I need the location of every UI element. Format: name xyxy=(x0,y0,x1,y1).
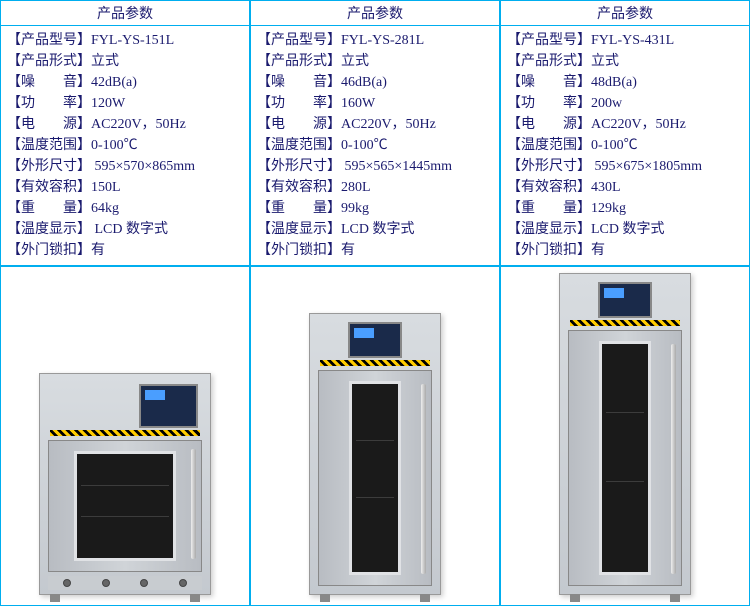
spec-form: 【产品形式】立式 xyxy=(507,51,743,72)
spec-lock: 【外门锁扣】有 xyxy=(257,240,493,261)
spec-display: 【温度显示】 LCD 数字式 xyxy=(7,219,243,240)
spec-power: 【功 率】200w xyxy=(507,93,743,114)
spec-form: 【产品形式】立式 xyxy=(7,51,243,72)
spec-noise: 【噪 音】46dB(a) xyxy=(257,72,493,93)
spec-volume: 【有效容积】430L xyxy=(507,177,743,198)
spec-dims: 【外形尺寸】 595×675×1805mm xyxy=(507,156,743,177)
spec-model: 【产品型号】FYL-YS-431L xyxy=(507,30,743,51)
spec-volume: 【有效容积】150L xyxy=(7,177,243,198)
spec-temp: 【温度范围】0-100℃ xyxy=(257,135,493,156)
image-row xyxy=(0,266,750,606)
spec-model: 【产品型号】FYL-YS-151L xyxy=(7,30,243,51)
spec-list: 【产品型号】FYL-YS-431L 【产品形式】立式 【噪 音】48dB(a) … xyxy=(501,26,749,265)
spec-power: 【功 率】160W xyxy=(257,93,493,114)
cabinet-icon xyxy=(309,313,441,595)
product-column-3: 产品参数 【产品型号】FYL-YS-431L 【产品形式】立式 【噪 音】48d… xyxy=(500,0,750,266)
product-column-1: 产品参数 【产品型号】FYL-YS-151L 【产品形式】立式 【噪 音】42d… xyxy=(0,0,250,266)
spec-display: 【温度显示】LCD 数字式 xyxy=(257,219,493,240)
column-header: 产品参数 xyxy=(251,1,499,26)
spec-volume: 【有效容积】280L xyxy=(257,177,493,198)
spec-supply: 【电 源】AC220V，50Hz xyxy=(257,114,493,135)
spec-power: 【功 率】120W xyxy=(7,93,243,114)
product-image-cell-2 xyxy=(250,266,500,606)
spec-supply: 【电 源】AC220V，50Hz xyxy=(7,114,243,135)
cabinet-icon xyxy=(559,273,691,595)
column-header: 产品参数 xyxy=(501,1,749,26)
spec-display: 【温度显示】LCD 数字式 xyxy=(507,219,743,240)
spec-weight: 【重 量】129kg xyxy=(507,198,743,219)
cabinet-icon xyxy=(39,373,211,595)
spec-dims: 【外形尺寸】 595×565×1445mm xyxy=(257,156,493,177)
spec-list: 【产品型号】FYL-YS-151L 【产品形式】立式 【噪 音】42dB(a) … xyxy=(1,26,249,265)
product-column-2: 产品参数 【产品型号】FYL-YS-281L 【产品形式】立式 【噪 音】46d… xyxy=(250,0,500,266)
product-image-cell-3 xyxy=(500,266,750,606)
spec-lock: 【外门锁扣】有 xyxy=(7,240,243,261)
spec-noise: 【噪 音】42dB(a) xyxy=(7,72,243,93)
spec-list: 【产品型号】FYL-YS-281L 【产品形式】立式 【噪 音】46dB(a) … xyxy=(251,26,499,265)
spec-temp: 【温度范围】0-100℃ xyxy=(7,135,243,156)
product-spec-table: 产品参数 【产品型号】FYL-YS-151L 【产品形式】立式 【噪 音】42d… xyxy=(0,0,750,606)
spec-form: 【产品形式】立式 xyxy=(257,51,493,72)
spec-model: 【产品型号】FYL-YS-281L xyxy=(257,30,493,51)
spec-noise: 【噪 音】48dB(a) xyxy=(507,72,743,93)
product-image-cell-1 xyxy=(0,266,250,606)
spec-row: 产品参数 【产品型号】FYL-YS-151L 【产品形式】立式 【噪 音】42d… xyxy=(0,0,750,266)
spec-weight: 【重 量】64kg xyxy=(7,198,243,219)
spec-weight: 【重 量】99kg xyxy=(257,198,493,219)
column-header: 产品参数 xyxy=(1,1,249,26)
spec-lock: 【外门锁扣】有 xyxy=(507,240,743,261)
spec-temp: 【温度范围】0-100℃ xyxy=(507,135,743,156)
spec-supply: 【电 源】AC220V，50Hz xyxy=(507,114,743,135)
spec-dims: 【外形尺寸】 595×570×865mm xyxy=(7,156,243,177)
